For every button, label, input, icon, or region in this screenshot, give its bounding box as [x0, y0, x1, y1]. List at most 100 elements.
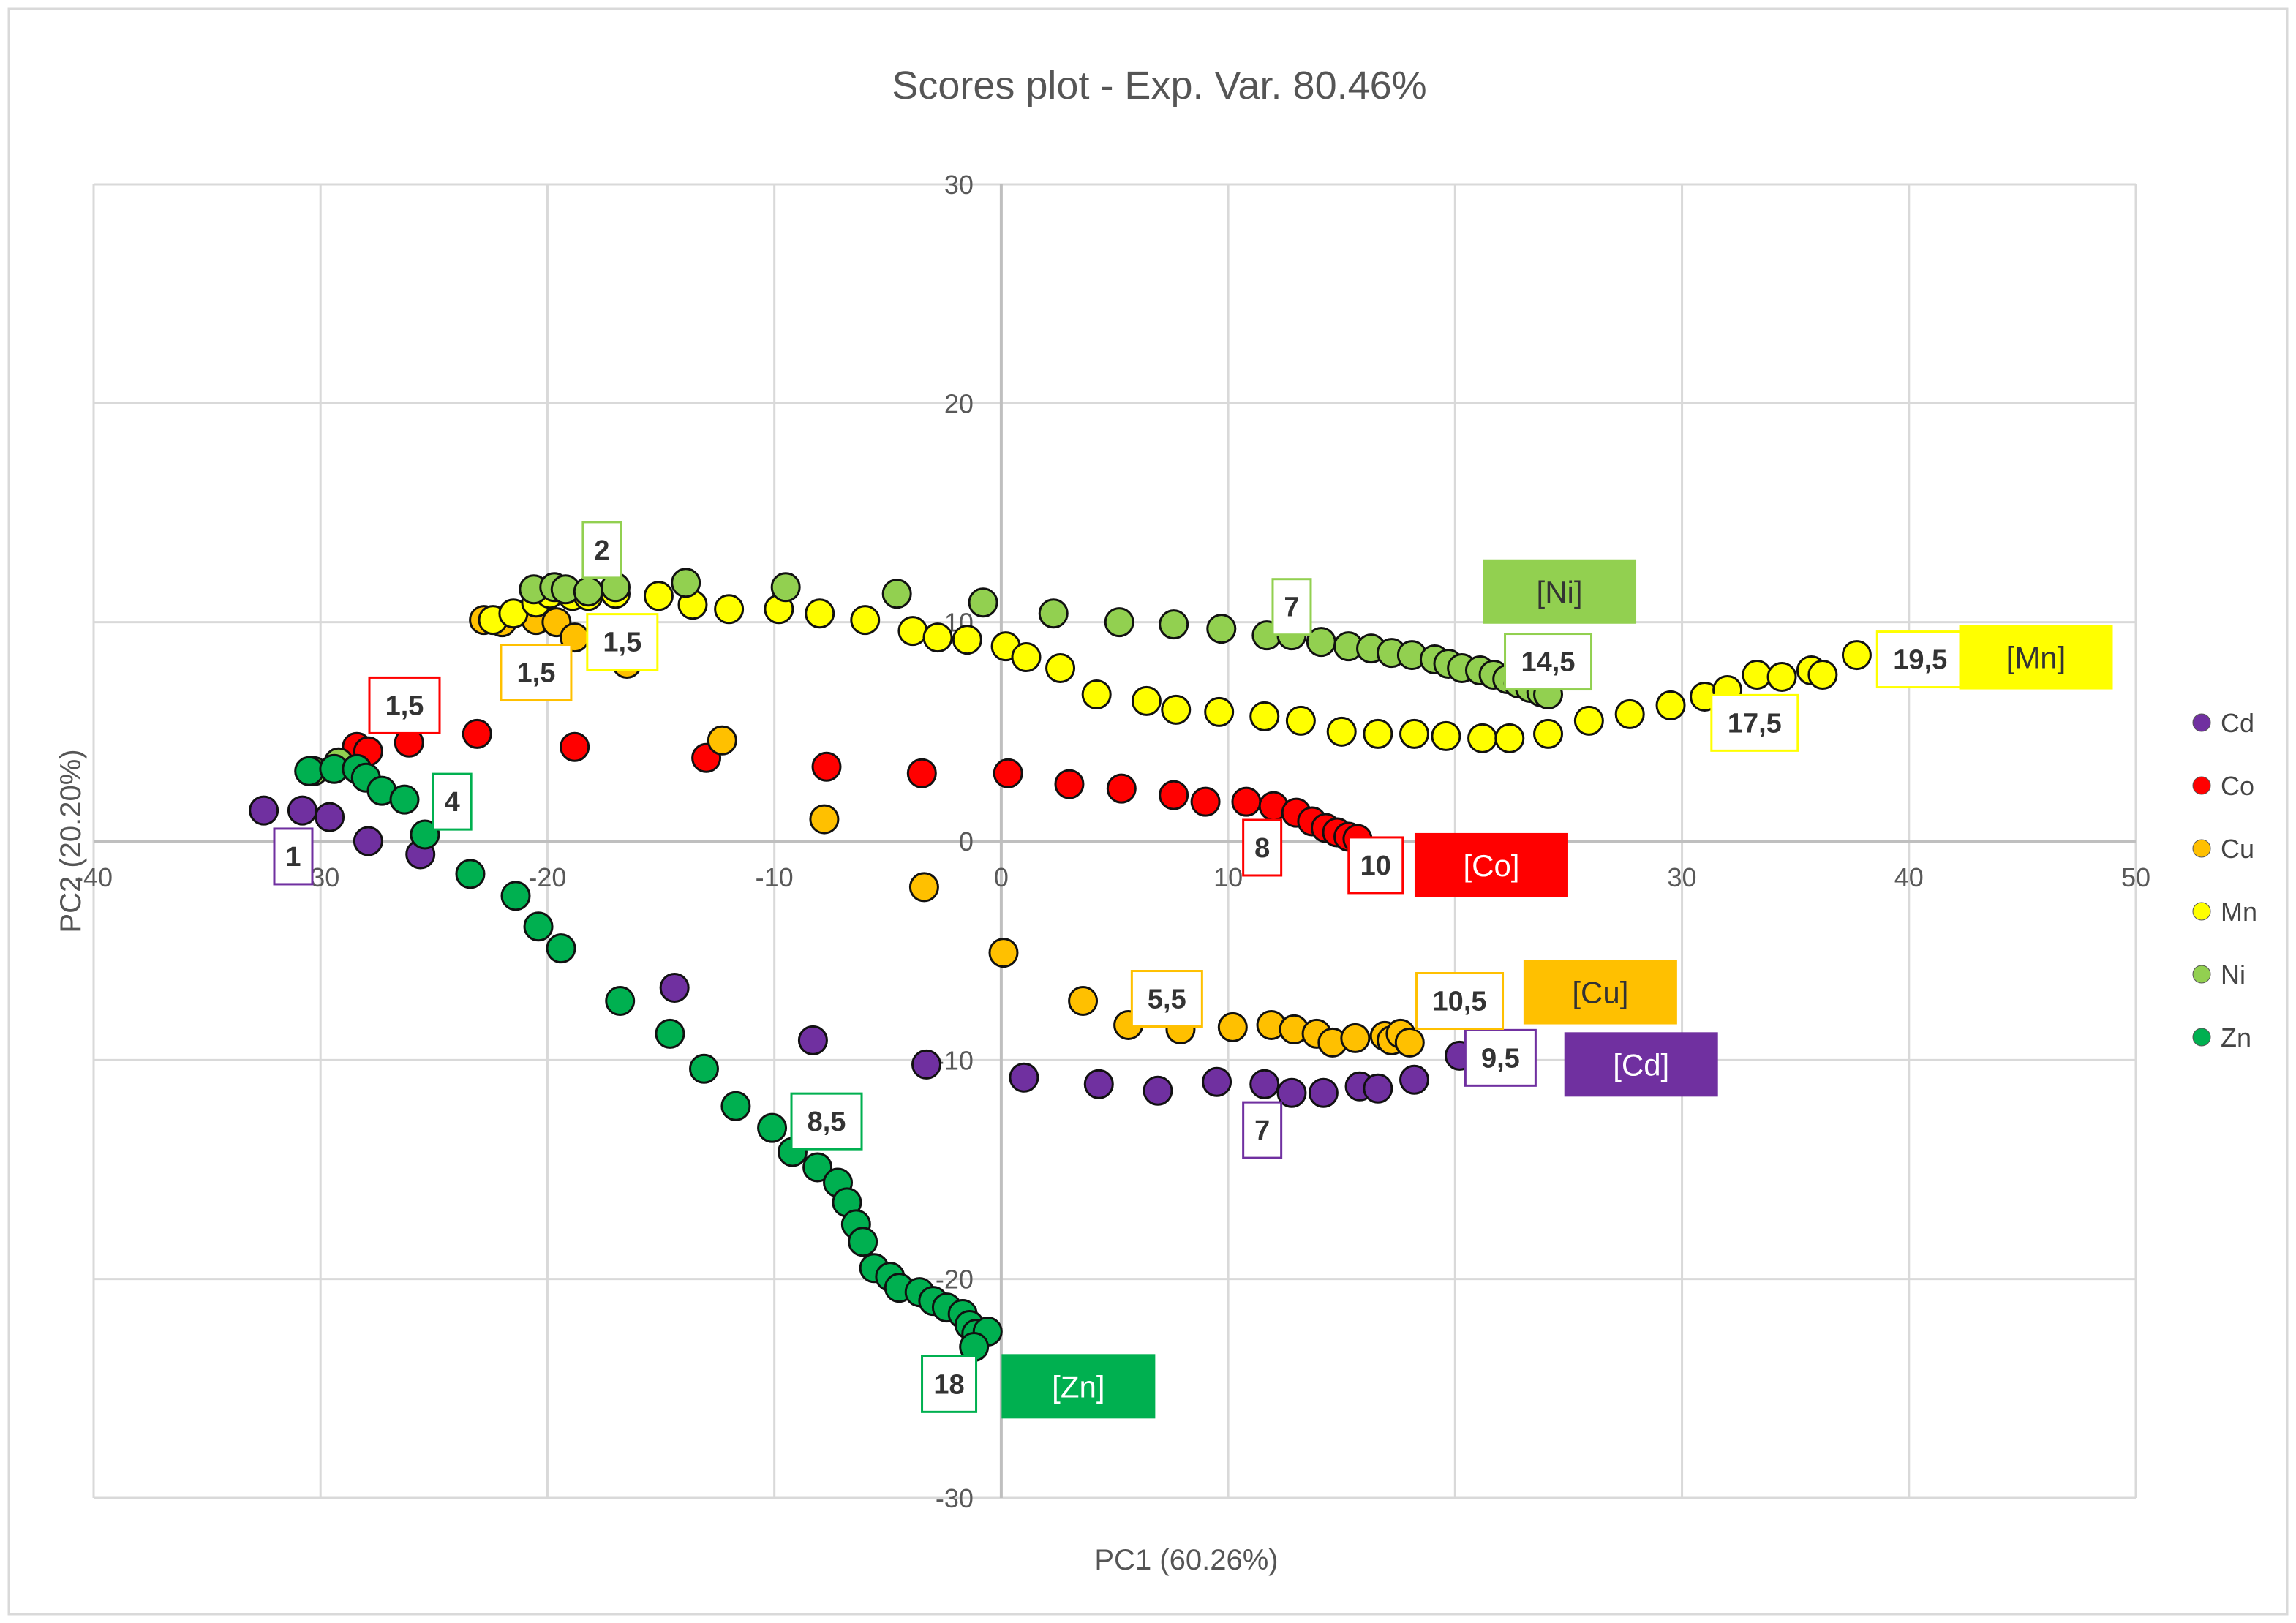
data-point-cd: [1009, 1062, 1039, 1093]
legend-label: Cd: [2221, 708, 2254, 738]
annotation-text: 14,5: [1521, 647, 1576, 678]
series-tag: [Co]: [1414, 832, 1568, 897]
series-tag-box: [1414, 832, 1568, 897]
data-point-mn: [1742, 660, 1772, 690]
series-tag-box: [1959, 625, 2113, 690]
legend-item-cu: Cu: [2192, 834, 2254, 864]
data-point-mn: [1467, 723, 1498, 753]
data-point-mn: [1081, 679, 1112, 709]
data-point-cd: [353, 826, 383, 856]
data-point-cd: [659, 973, 690, 1003]
data-point-co: [993, 758, 1023, 788]
point-annotation: 17,5: [1710, 693, 1799, 752]
data-point-ni: [1159, 609, 1189, 640]
point-annotation: 18: [921, 1355, 978, 1413]
data-point-mn: [643, 581, 674, 611]
legend-marker: [2192, 902, 2211, 921]
series-zn: [294, 753, 1003, 1362]
annotation-text: 1: [285, 842, 301, 873]
point-annotation: 19,5: [1875, 630, 1965, 689]
series-tag-box: [1483, 559, 1637, 624]
annotation-box: [581, 521, 622, 579]
data-point-mn: [1249, 701, 1280, 731]
annotation-layer: 1 7 9,5 1,5 8 10 1,5 5,5 10,5 1,5 17,5 19,5 2 7 14,5 4 8…: [273, 521, 1965, 1413]
annotation-text: 17,5: [1728, 708, 1782, 739]
data-point-mn: [1161, 694, 1192, 725]
data-point-cu: [1394, 1027, 1425, 1058]
data-point-ni: [770, 572, 801, 603]
y-axis-label: PC2 (20.20%): [55, 749, 87, 933]
series-cd: [249, 795, 1475, 1108]
series-tag: [Cd]: [1564, 1032, 1718, 1097]
data-point-mn: [952, 625, 982, 655]
point-annotation: 9,5: [1464, 1028, 1537, 1087]
annotation-text: 9,5: [1481, 1043, 1520, 1074]
y-tick-label: 0: [959, 826, 974, 856]
annotation-text: 10: [1360, 851, 1391, 881]
data-point-co: [560, 731, 590, 762]
data-point-zn: [605, 986, 636, 1017]
chart-border: [7, 7, 2289, 1616]
data-point-mn: [1011, 642, 1042, 673]
data-point-cu: [988, 938, 1019, 968]
data-point-cd: [1308, 1077, 1339, 1108]
data-point-mn: [1285, 705, 1316, 736]
annotation-box: [368, 676, 441, 734]
legend-marker: [2192, 713, 2211, 732]
data-point-zn: [523, 911, 554, 942]
annotation-text: 4: [445, 787, 460, 818]
annotation-box: [273, 827, 314, 886]
legend-item-ni: Ni: [2192, 960, 2246, 990]
series-tag-text: [Zn]: [1052, 1369, 1104, 1404]
series-co: [342, 718, 1373, 854]
series-tag: [Ni]: [1483, 559, 1637, 624]
data-point-mn: [1399, 718, 1429, 749]
legend-item-zn: Zn: [2192, 1023, 2251, 1052]
data-point-co: [906, 758, 937, 788]
annotation-text: 7: [1254, 1115, 1270, 1146]
x-tick-label: -20: [528, 862, 566, 892]
data-point-cu: [1340, 1023, 1371, 1053]
annotation-text: 7: [1284, 592, 1299, 623]
point-annotation: 1: [273, 827, 314, 886]
data-point-ni: [968, 587, 998, 618]
annotation-text: 1,5: [385, 690, 424, 721]
data-point-co: [1231, 786, 1262, 817]
series-tag-text: [Mn]: [2006, 641, 2066, 675]
data-point-zn: [546, 933, 576, 964]
data-point-zn: [848, 1227, 878, 1257]
data-point-cd: [797, 1025, 828, 1055]
annotation-box: [432, 772, 473, 831]
data-point-cd: [911, 1049, 942, 1080]
point-annotation: 5,5: [1130, 970, 1203, 1028]
x-tick-label: 50: [2121, 862, 2150, 892]
point-annotation: 1,5: [586, 613, 659, 671]
legend-marker: [2192, 776, 2211, 795]
data-point-co: [1106, 773, 1137, 804]
x-tick-label: -10: [756, 862, 794, 892]
point-annotation: 1,5: [500, 644, 573, 702]
data-point-cd: [1276, 1077, 1307, 1108]
series-tag: [Mn]: [1959, 625, 2113, 690]
data-point-cd: [1249, 1069, 1280, 1099]
series-tag-box: [1523, 960, 1677, 1025]
legend-item-cd: Cd: [2192, 708, 2254, 738]
data-point-cd: [315, 802, 345, 832]
data-point-mn: [1655, 690, 1686, 720]
data-point-mn: [1766, 662, 1797, 692]
x-tick-label: 40: [1894, 862, 1924, 892]
data-point-zn: [500, 881, 531, 911]
annotation-text: 8,5: [808, 1107, 846, 1137]
data-point-mn: [714, 594, 745, 625]
data-point-ni: [1206, 614, 1237, 644]
data-point-cd: [1202, 1066, 1232, 1097]
series-label-layer: [Ni] [Mn] [Co] [Cu] [Cd] [Zn]: [1001, 559, 2113, 1419]
data-point-mn: [850, 605, 881, 636]
annotation-box: [1464, 1028, 1537, 1087]
annotation-box: [1271, 578, 1312, 636]
annotation-text: 8: [1254, 833, 1270, 864]
data-point-mn: [1841, 640, 1872, 671]
